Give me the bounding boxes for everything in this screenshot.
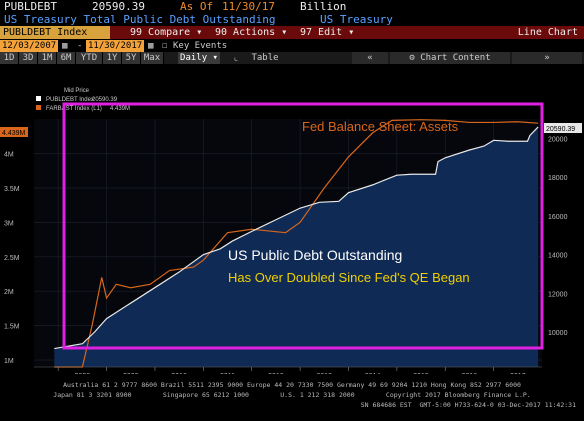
footer-line-3: SN 684686 EST GMT-5:00 H733-624-0 03-Dec… [360,401,576,409]
legend-header: Mid Price [64,88,90,94]
calendar-icon[interactable]: ▦ [62,41,68,51]
legend-debt-value: 20590.39 [92,97,118,103]
index-field[interactable]: PUBLDEBT Index [0,26,110,39]
x-tick-label: 2013 [316,373,332,374]
chart-annotation-title: US Public Debt Outstanding [228,247,402,263]
fed-annotation: Fed Balance Sheet: Assets [302,119,459,134]
ticker-symbol: PUBLDEBT [4,0,57,13]
left-last-value-badge [0,127,28,137]
x-tick-label: 2012 [268,373,284,374]
footer-line-2: Japan 81 3 3201 8900 Singapore 65 6212 1… [53,391,531,399]
line-chart-icon[interactable]: ⌞ [233,53,239,63]
actions-button[interactable]: 90 Actions ▾ [215,27,288,38]
period-1m-button[interactable]: 1M [38,52,57,64]
security-description-row: US Treasury Total Public Debt Outstandin… [0,13,584,26]
table-button[interactable]: Table [251,53,279,63]
end-date-input[interactable]: 11/30/2017 [86,40,145,52]
chevron-down-icon: ▾ [348,27,355,38]
left-tick-label: 1M [4,358,14,365]
period-6m-button[interactable]: 6M [57,52,76,64]
left-tick-label: 1.5M [4,324,20,331]
fed-balance-sheet-line [54,119,539,368]
x-tick-label: 2008 [75,373,91,374]
public-debt-line [54,126,539,350]
legend-debt-label: PUBLDEBT Index [46,97,94,103]
period-max-button[interactable]: Max [141,52,164,64]
period-1y-button[interactable]: 1Y [103,52,122,64]
legend-swatch-fed [36,105,41,110]
debt-area-fill [54,126,539,368]
date-range-bar: 12/03/2007 ▦ - 11/30/2017 ▦ ☐ Key Events [0,40,584,52]
compare-button[interactable]: 99 Compare ▾ [130,27,203,38]
right-tick-label: 14000 [548,253,568,260]
right-last-value-text: 20590.39 [546,126,575,133]
collapse-icon[interactable]: « [352,52,388,64]
legend-swatch-debt [36,96,41,101]
left-tick-label: 2M [4,289,14,296]
source-label: US Treasury [320,13,393,26]
left-axis: 1M 1.5M 2M 2.5M 3M 3.5M 4M [4,151,20,365]
chart-area: 1M 1.5M 2M 2.5M 3M 3.5M 4M 10000 12000 14000 1600… [0,64,584,374]
right-tick-label: 18000 [548,175,568,182]
legend-fed-label: FARBAST Index (L1) [46,106,102,112]
x-tick-label: 2014 [365,373,381,374]
right-last-value-badge [544,123,582,133]
x-axis: 2008 2009 2010 2011 2012 2013 2014 2015 2016 2017 [34,366,542,374]
right-tick-label: 12000 [548,291,568,298]
chevron-down-icon: ▾ [196,27,203,38]
right-tick-label: 16000 [548,214,568,221]
legend: Mid Price PUBLDEBT Index 20590.39 FARBAS… [36,88,130,112]
last-value: 20590.39 [92,0,145,13]
unit-label: Billion [300,0,347,13]
period-5y-button[interactable]: 5Y [122,52,141,64]
x-tick-label: 2016 [462,373,478,374]
key-events-checkbox[interactable]: ☐ [162,41,168,51]
right-tick-label: 20000 [548,136,568,143]
footer-line-1: Australia 61 2 9777 8600 Brazil 5511 239… [63,381,521,389]
edit-button[interactable]: 97 Edit ▾ [300,27,355,38]
function-toolbar: PUBLDEBT Index 99 Compare ▾ 90 Actions ▾… [0,26,584,39]
as-of-label: As Of [180,0,214,13]
highlight-box [62,102,544,350]
left-last-value-text: 4.439M [2,130,26,137]
calendar-icon[interactable]: ▦ [148,41,154,51]
x-tick-label: 2017 [510,373,526,374]
expand-icon[interactable]: » [512,52,582,64]
period-bar: 1D 3D 1M 6M YTD 1Y 5Y Max Daily ▾ ⌞ Table « ⚙ C… [0,52,584,64]
x-tick-label: 2010 [171,373,187,374]
chevron-down-icon: ▾ [281,27,288,38]
left-tick-label: 3.5M [4,186,20,193]
security-description: US Treasury Total Public Debt Outstandin… [4,13,276,26]
legend-fed-value: 4.439M [110,106,130,112]
chart-type-label[interactable]: Line Chart [517,27,578,38]
left-tick-label: 3M [4,220,14,227]
x-tick-label: 2009 [123,373,139,374]
period-3d-button[interactable]: 3D [19,52,38,64]
security-header: PUBLDEBT 20590.39 As Of 11/30/17 Billion [0,0,584,13]
x-tick-label: 2011 [220,373,235,374]
start-date-input[interactable]: 12/03/2007 [0,40,59,52]
frequency-select[interactable]: Daily ▾ [178,52,220,64]
period-ytd-button[interactable]: YTD [76,52,103,64]
right-tick-label: 10000 [548,330,568,337]
as-of-date: 11/30/17 [222,0,275,13]
left-tick-label: 4M [4,151,14,158]
x-tick-label: 2015 [413,373,429,374]
chart-annotation-subtitle: Has Over Doubled Since Fed's QE Began [228,270,470,285]
period-1d-button[interactable]: 1D [0,52,19,64]
left-tick-label: 2.5M [4,255,20,262]
right-axis: 10000 12000 14000 16000 18000 20000 [548,136,568,337]
key-events-label: Key Events [173,41,228,51]
chart-content-button[interactable]: ⚙ Chart Content [390,52,510,64]
range-dash: - [77,41,83,51]
